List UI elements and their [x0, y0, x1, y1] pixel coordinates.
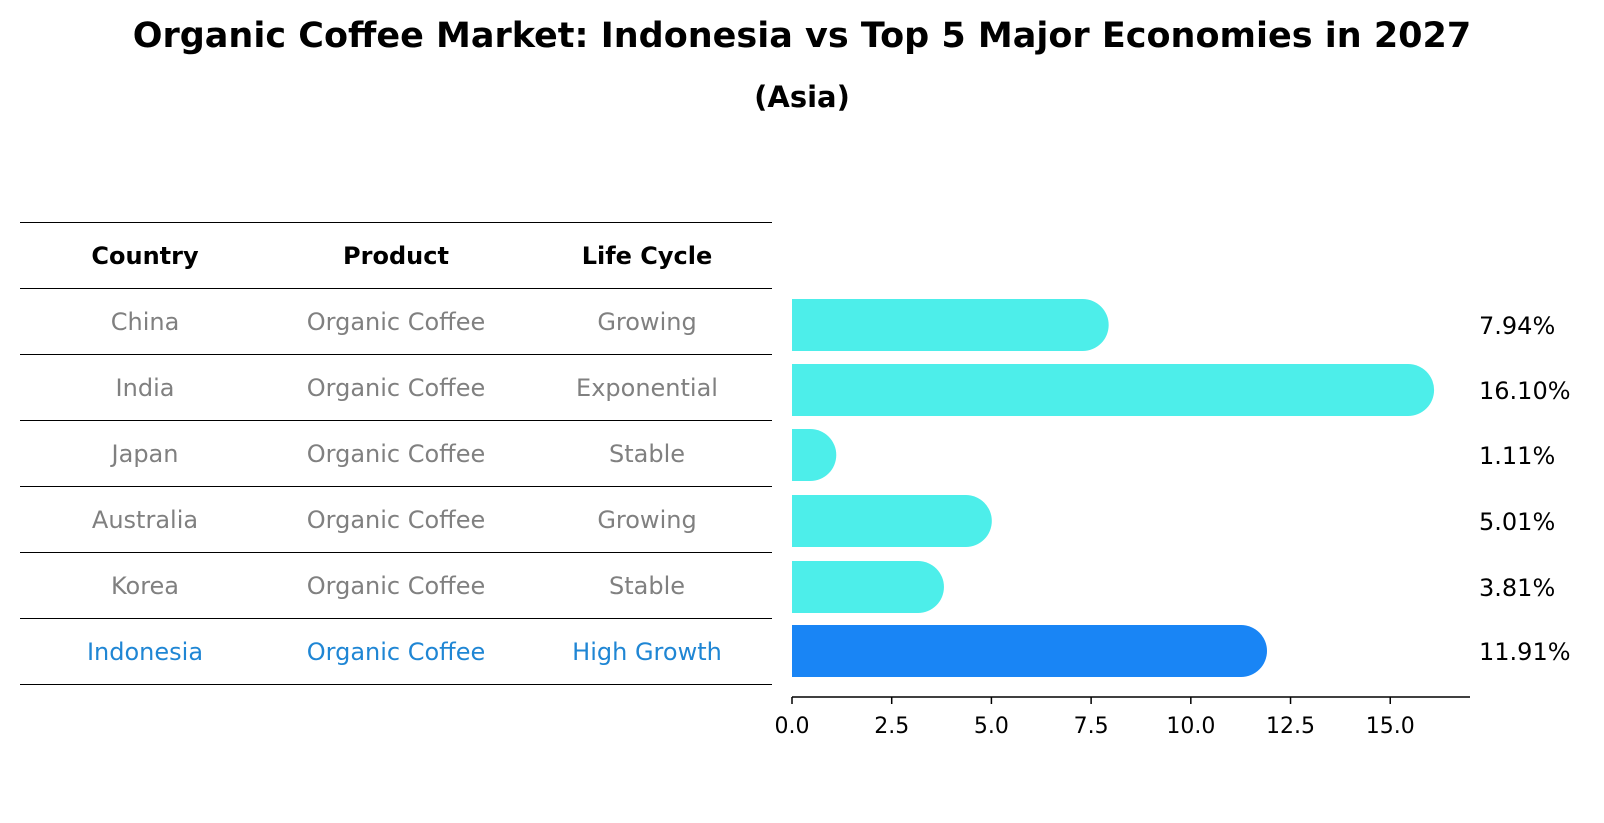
bar-indonesia — [792, 625, 1267, 677]
x-tick-label: 2.5 — [874, 714, 909, 739]
value-label: 7.94% — [1479, 312, 1555, 340]
header-country: Country — [91, 241, 199, 270]
cell-product: Organic Coffee — [306, 505, 486, 534]
table-header-row: Country Product Life Cycle — [20, 222, 772, 288]
bar-japan — [792, 429, 837, 481]
cell-product: Organic Coffee — [306, 637, 486, 666]
bar-korea — [792, 561, 944, 613]
cell-country: India — [115, 373, 175, 402]
cell-life-cycle: Growing — [597, 505, 697, 534]
cell-product: Organic Coffee — [306, 571, 486, 600]
x-tick-label: 15.0 — [1366, 714, 1415, 739]
bars-group — [792, 299, 1435, 677]
cell-country: China — [110, 307, 180, 336]
bar-india — [792, 364, 1435, 416]
value-labels-group: 7.94% 16.10% 1.11% 5.01% 3.81% 11.91% — [1479, 312, 1571, 666]
table-row-highlight: Indonesia Organic Coffee High Growth — [20, 618, 772, 685]
cell-life-cycle: High Growth — [572, 637, 722, 666]
bar-china — [792, 299, 1109, 351]
x-tick-label: 7.5 — [1074, 714, 1109, 739]
cell-country: Australia — [91, 505, 199, 534]
bar-australia — [792, 495, 992, 547]
x-axis: 0.0 2.5 5.0 7.5 10.0 12.5 15.0 — [775, 696, 1470, 739]
header-product: Product — [343, 241, 449, 270]
cell-product: Organic Coffee — [306, 307, 486, 336]
x-tick-label: 0.0 — [775, 714, 810, 739]
table-row: Japan Organic Coffee Stable — [20, 420, 772, 486]
header-life-cycle: Life Cycle — [581, 241, 713, 270]
table-row: Korea Organic Coffee Stable — [20, 552, 772, 618]
chart-subtitle: (Asia) — [754, 80, 850, 114]
cell-product: Organic Coffee — [306, 373, 486, 402]
table-row: China Organic Coffee Growing — [20, 288, 772, 354]
table-row: India Organic Coffee Exponential — [20, 354, 772, 420]
x-tick-label: 5.0 — [974, 714, 1009, 739]
value-label: 1.11% — [1479, 442, 1555, 470]
cell-country: Japan — [111, 439, 179, 468]
value-label: 11.91% — [1479, 638, 1571, 666]
value-label: 3.81% — [1479, 574, 1555, 602]
chart-title: Organic Coffee Market: Indonesia vs Top … — [132, 16, 1472, 56]
cell-country: Indonesia — [86, 637, 204, 666]
cell-life-cycle: Stable — [608, 571, 686, 600]
value-label: 5.01% — [1479, 508, 1555, 536]
cell-life-cycle: Growing — [597, 307, 697, 336]
x-tick-label: 12.5 — [1266, 714, 1315, 739]
table-row: Australia Organic Coffee Growing — [20, 486, 772, 552]
cell-life-cycle: Exponential — [576, 373, 718, 402]
cell-country: Korea — [110, 571, 180, 600]
value-label: 16.10% — [1479, 377, 1571, 405]
data-table: Country Product Life Cycle China Organic… — [20, 222, 772, 685]
cell-life-cycle: Stable — [608, 439, 686, 468]
x-tick-label: 10.0 — [1166, 714, 1215, 739]
cell-product: Organic Coffee — [306, 439, 486, 468]
